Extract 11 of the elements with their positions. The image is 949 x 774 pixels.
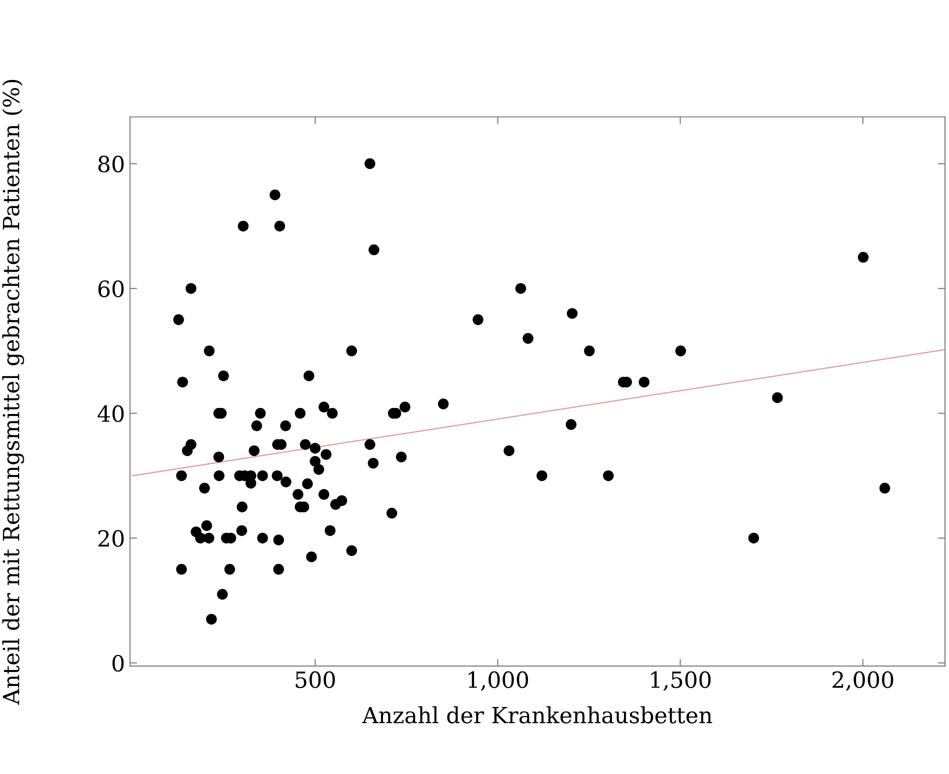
y-tick-label: 80 <box>98 156 124 172</box>
x-tick-label: 2,000 <box>832 671 894 691</box>
y-tick-label: 40 <box>98 405 124 422</box>
x-axis-title: Anzahl der Krankenhausbetten <box>362 706 712 724</box>
x-tick-label: 1,000 <box>468 671 528 691</box>
y-tick-label: 20 <box>98 530 124 547</box>
x-tick-label: 1,500 <box>651 671 711 691</box>
x-tick-label: 500 <box>296 671 335 688</box>
y-tick-label: 0 <box>112 654 124 672</box>
y-tick-label: 60 <box>98 280 124 298</box>
y-axis-title: Anteil der mit Rettungsmittel gebrachten Patienten (%) <box>2 80 24 705</box>
